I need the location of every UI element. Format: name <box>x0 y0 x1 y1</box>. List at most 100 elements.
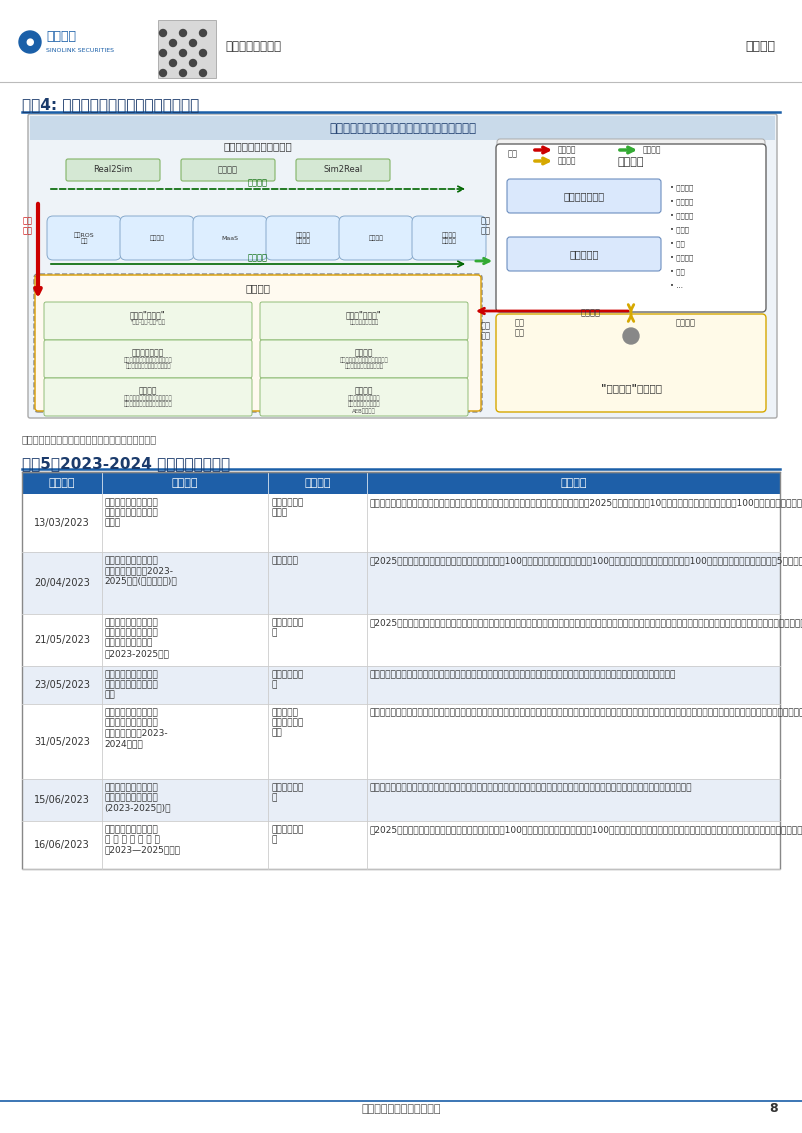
Text: 《北京市机器人产业创
新 发 展 行 动 方 案
（2023—2025年）》: 《北京市机器人产业创 新 发 展 行 动 方 案 （2023—2025年）》 <box>104 825 180 854</box>
Bar <box>22 780 780 821</box>
FancyBboxPatch shape <box>47 216 121 259</box>
Bar <box>30 116 775 140</box>
FancyBboxPatch shape <box>44 340 252 378</box>
Text: 到2025年，本市机器人产业创新能力大幅提升，培育100种高技术高附加机器人产品、100种具有全国推广价值的应用场景，并加紧布局人形机器人、巩固提升四类优势机器: 到2025年，本市机器人产业创新能力大幅提升，培育100种高技术高附加机器人产品… <box>370 825 802 834</box>
Text: 世界模型、空间智能: 世界模型、空间智能 <box>350 320 379 324</box>
Text: 图表4: 重庆具身智能机器人产业生态闭环: 图表4: 重庆具身智能机器人产业生态闭环 <box>22 97 199 112</box>
FancyBboxPatch shape <box>339 216 413 259</box>
Circle shape <box>623 327 639 344</box>
Text: 商业闭环: 商业闭环 <box>558 156 577 165</box>
FancyBboxPatch shape <box>34 274 482 412</box>
Circle shape <box>180 29 187 36</box>
Text: 一体化"端到端": 一体化"端到端" <box>346 310 382 320</box>
Text: 系统构建大模型等通用人工智能技术体系，突破机器人在开放环境、泛化场景、连续任务等复杂条件下的感知、认知、决策技术。: 系统构建大模型等通用人工智能技术体系，突破机器人在开放环境、泛化场景、连续任务等… <box>370 670 676 679</box>
Text: 15/06/2023: 15/06/2023 <box>34 795 90 806</box>
Text: 发布时间: 发布时间 <box>49 478 75 488</box>
Text: 旨在推动制造业高端化、智能化和绿色化发展，增加制造业中工业机器人的使用密度，以及前瞻性布局人形机器人、智能机器人等赛道。: 旨在推动制造业高端化、智能化和绿色化发展，增加制造业中工业机器人的使用密度，以及… <box>370 783 692 792</box>
Text: 国产ROS
生态: 国产ROS 生态 <box>74 232 95 244</box>
Text: 因果发现、因果推理、
可操作性、影子系统、
AEB处理模块: 因果发现、因果推理、 可操作性、影子系统、 AEB处理模块 <box>348 395 380 414</box>
Text: 13/03/2023: 13/03/2023 <box>34 518 90 528</box>
Text: "千行百业"应用推广: "千行百业"应用推广 <box>601 383 662 393</box>
Circle shape <box>189 40 196 46</box>
Text: 中共深圳市
委、深圳人民
政府: 中共深圳市 委、深圳人民 政府 <box>271 708 304 738</box>
Text: 大模型优化技术: 大模型优化技术 <box>132 348 164 357</box>
Text: 到2025年，北京的人工智能技术创新和产业发展即将迈入新阶段。核心技术基本实现自主可控，部分达到世界先进水平。北京成为全球有影响力的人工智能创新中心，基本建成具: 到2025年，北京的人工智能技术创新和产业发展即将迈入新阶段。核心技术基本实现自… <box>370 617 802 627</box>
Text: 因果推理: 因果推理 <box>354 386 373 395</box>
Text: 来源：重庆市经济和信息化委员会，国金证券研究所: 来源：重庆市经济和信息化委员会，国金证券研究所 <box>22 434 157 444</box>
Text: 技术
转化: 技术 转化 <box>23 216 33 236</box>
Text: 到2025年，我市机器人产业创新能力大幅提升，培育100种高技术高附加值先进产品、100种具有全国推广价值的示范场景、100家专精特新小巨人企业，建成5个国家级: 到2025年，我市机器人产业创新能力大幅提升，培育100种高技术高附加值先进产品… <box>370 556 802 565</box>
FancyBboxPatch shape <box>44 378 252 416</box>
Text: ●: ● <box>26 37 34 46</box>
Bar <box>22 494 780 552</box>
Text: 北京市人民政
府: 北京市人民政 府 <box>271 617 304 638</box>
Text: 重庆市具身智能开源社区: 重庆市具身智能开源社区 <box>224 140 293 151</box>
FancyBboxPatch shape <box>260 340 468 378</box>
Text: 敬请参阅最后一页特别声明: 敬请参阅最后一页特别声明 <box>361 1104 441 1114</box>
FancyBboxPatch shape <box>193 216 267 259</box>
FancyBboxPatch shape <box>260 378 468 416</box>
Bar <box>22 821 780 869</box>
Bar <box>22 614 780 666</box>
Text: Real2Sim: Real2Sim <box>93 165 132 174</box>
Text: 动作生成: 动作生成 <box>354 348 373 357</box>
Text: 《上海市推动制造业高
质量发展三年行动计划
(2023-2025年)》: 《上海市推动制造业高 质量发展三年行动计划 (2023-2025年)》 <box>104 783 171 812</box>
Text: 政策名称: 政策名称 <box>172 478 198 488</box>
Text: 分布式"端到端": 分布式"端到端" <box>130 310 166 320</box>
Text: 上海市人民政
府: 上海市人民政 府 <box>271 783 304 802</box>
Circle shape <box>180 50 187 57</box>
Text: 扫码获取更多服务: 扫码获取更多服务 <box>225 41 281 53</box>
Text: 《深圳市加快推动人工
智能高质量发展高水平
应用行动方案（2023-
2024年）》: 《深圳市加快推动人工 智能高质量发展高水平 应用行动方案（2023- 2024年… <box>104 708 168 748</box>
Text: 16/06/2023: 16/06/2023 <box>34 840 90 850</box>
Text: 北京经信局: 北京经信局 <box>271 556 298 565</box>
Text: 23/05/2023: 23/05/2023 <box>34 680 90 690</box>
Text: 聚焦通用大模型、智能算力芯片、智能传感器、智能机器人、智能网联汽车等领域，重点支持打造基于国内外芯片和算法的开源通用大模型；开展通用型具身智能机器人的研发和应用: 聚焦通用大模型、智能算力芯片、智能传感器、智能机器人、智能网联汽车等领域，重点支… <box>370 708 802 717</box>
Text: MaaS: MaaS <box>221 236 238 240</box>
Circle shape <box>160 69 167 77</box>
Text: 20/04/2023: 20/04/2023 <box>34 578 90 588</box>
Text: 图例: 图例 <box>508 150 518 159</box>
Bar <box>22 666 780 704</box>
Circle shape <box>189 60 196 67</box>
FancyBboxPatch shape <box>507 179 661 213</box>
Text: 开放场景: 开放场景 <box>618 157 644 167</box>
Text: 21/05/2023: 21/05/2023 <box>34 634 90 645</box>
Circle shape <box>200 50 206 57</box>
Text: 模型压缩、参数高效微调、思维链
检索增强生成、分布式并行优化: 模型压缩、参数高效微调、思维链 检索增强生成、分布式并行优化 <box>124 357 172 369</box>
Text: 重庆市具身智能机器人产业生态闭环建设示意图: 重庆市具身智能机器人产业生态闭环建设示意图 <box>329 121 476 135</box>
Text: 扩散策略、模仿学习、迁移学习、
技能训练框架、层且能泛化: 扩散策略、模仿学习、迁移学习、 技能训练框架、层且能泛化 <box>339 357 388 369</box>
Text: 8: 8 <box>769 1102 778 1116</box>
Text: 快速迭代: 快速迭代 <box>676 318 696 327</box>
Circle shape <box>200 69 206 77</box>
Text: • ...: • ... <box>670 283 683 289</box>
FancyBboxPatch shape <box>507 237 661 271</box>
FancyBboxPatch shape <box>44 303 252 340</box>
FancyBboxPatch shape <box>266 216 340 259</box>
Text: 图表5：2023-2024 年人形机器人政策: 图表5：2023-2024 年人形机器人政策 <box>22 455 230 471</box>
Circle shape <box>19 31 41 53</box>
Text: 技术闭环: 技术闭环 <box>558 145 577 154</box>
Circle shape <box>160 29 167 36</box>
FancyBboxPatch shape <box>120 216 194 259</box>
FancyBboxPatch shape <box>296 159 390 181</box>
FancyBboxPatch shape <box>66 159 160 181</box>
Text: 发布机构: 发布机构 <box>305 478 331 488</box>
FancyBboxPatch shape <box>496 314 766 412</box>
FancyBboxPatch shape <box>497 139 765 169</box>
FancyBboxPatch shape <box>260 303 468 340</box>
Text: 科研
应用: 科研 应用 <box>515 318 525 338</box>
FancyBboxPatch shape <box>35 275 481 411</box>
FancyBboxPatch shape <box>412 216 486 259</box>
Text: 数据增广、占用网络、仿真引擎、
神经辐射场、强化训练、虚实转换: 数据增广、占用网络、仿真引擎、 神经辐射场、强化训练、虚实转换 <box>124 395 172 407</box>
Text: 数据闭环: 数据闭环 <box>643 145 662 154</box>
Text: • 商业清洁: • 商业清洁 <box>670 185 693 191</box>
Text: 《北京市加快建设具有
全球影响力的人工智能
创新策源地实施方案
（2023-2025）》: 《北京市加快建设具有 全球影响力的人工智能 创新策源地实施方案 （2023-20… <box>104 617 169 658</box>
Text: Sim2Real: Sim2Real <box>323 165 363 174</box>
Text: 《北京市促进通用人工
智能创新发展的若干措
施》: 《北京市促进通用人工 智能创新发展的若干措 施》 <box>104 670 158 700</box>
Text: 实采数据: 实采数据 <box>248 254 268 263</box>
Text: 技术攻关: 技术攻关 <box>245 283 270 293</box>
Text: • 上下料: • 上下料 <box>670 227 689 233</box>
FancyBboxPatch shape <box>181 159 275 181</box>
Text: 行业月报: 行业月报 <box>745 41 775 53</box>
Text: • 装配: • 装配 <box>670 269 685 275</box>
